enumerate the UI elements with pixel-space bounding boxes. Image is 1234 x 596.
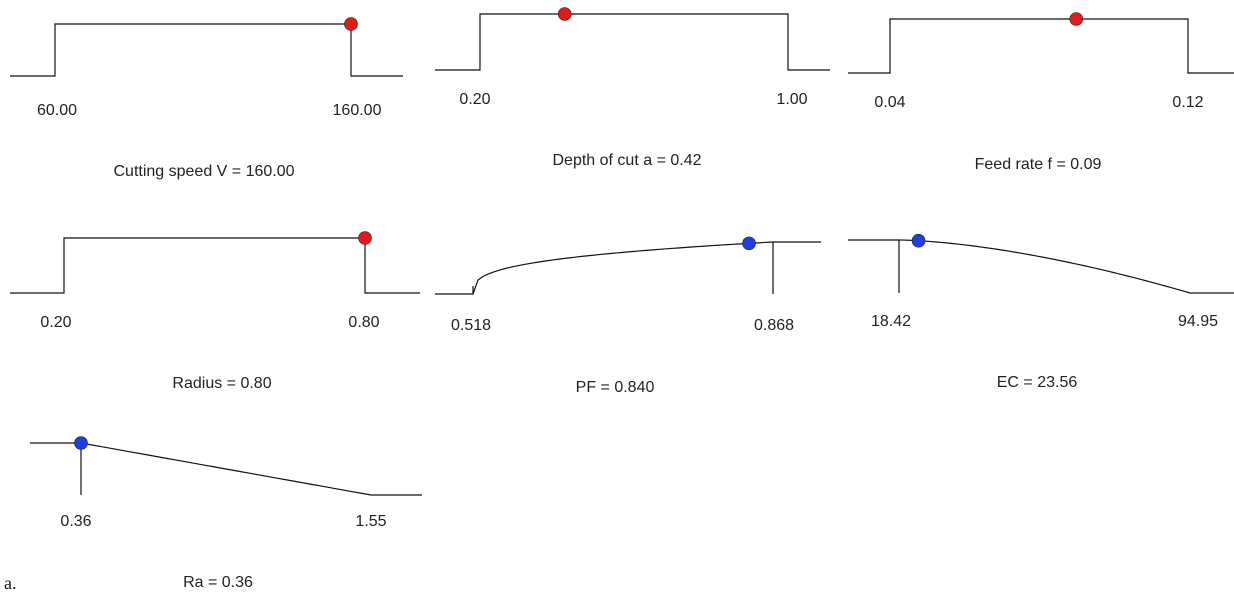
tick-label-low: 0.518: [450, 317, 492, 334]
tick-label-low: 18.42: [870, 313, 912, 330]
tick-label-low: 0.36: [60, 513, 92, 530]
panel-title: PF = 0.840: [575, 379, 655, 396]
ramp-ec: [848, 233, 1234, 294]
desirability-curve: [10, 23, 403, 77]
tick-label-low: 0.20: [459, 91, 491, 108]
optimum-marker: [557, 7, 572, 21]
desirability-curve: [30, 442, 422, 496]
figure-label: a.: [4, 573, 17, 593]
ramp-radius: [10, 231, 420, 294]
panel-depth-of-cut: 0.20 1.00 Depth of cut a = 0.42: [435, 4, 835, 184]
optimum-marker: [344, 17, 358, 31]
desirability-curve: [10, 237, 420, 294]
panel-cutting-speed: 60.00 160.00 Cutting speed V = 160.00: [10, 10, 410, 190]
tick-label-low: 0.20: [40, 314, 72, 331]
tick-label-low: 60.00: [36, 102, 78, 119]
optimum-marker: [74, 436, 88, 450]
optimum-marker: [742, 236, 756, 251]
panel-title: Cutting speed V = 160.00: [113, 163, 295, 180]
desirability-curve: [435, 13, 830, 71]
tick-label-high: 0.868: [753, 317, 795, 334]
panel-pf: 0.518 0.868 PF = 0.840: [435, 228, 835, 408]
ramp-pf: [435, 236, 821, 295]
tick-label-high: 1.00: [776, 91, 808, 108]
panel-title: EC = 23.56: [996, 374, 1078, 391]
panel-feed-rate: 0.04 0.12 Feed rate f = 0.09: [848, 8, 1234, 188]
optimum-marker: [358, 231, 372, 245]
tick-label-high: 0.80: [348, 314, 380, 331]
ramp-feed-rate: [848, 12, 1234, 74]
ramp-ra: [30, 436, 422, 496]
desirability-curve: [435, 241, 821, 295]
panel-title: Radius = 0.80: [172, 375, 272, 392]
panel-title: Feed rate f = 0.09: [974, 156, 1102, 173]
tick-label-high: 0.12: [1172, 94, 1204, 111]
ramp-depth-of-cut: [435, 7, 830, 71]
panel-title: Depth of cut a = 0.42: [552, 152, 702, 169]
tick-label-high: 160.00: [332, 102, 382, 119]
tick-label-high: 94.95: [1177, 313, 1219, 330]
panel-title: Ra = 0.36: [183, 574, 253, 591]
panel-ra: 0.36 1.55 Ra = 0.36: [30, 428, 425, 591]
panel-ec: 18.42 94.95 EC = 23.56: [848, 228, 1234, 408]
desirability-curve: [848, 18, 1234, 74]
desirability-curve: [848, 239, 1234, 294]
tick-label-high: 1.55: [355, 513, 387, 530]
optimum-marker: [911, 233, 926, 248]
optimum-marker: [1069, 12, 1084, 26]
panel-radius: 0.20 0.80 Radius = 0.80: [10, 228, 430, 408]
tick-label-low: 0.04: [874, 94, 906, 111]
ramp-cutting-speed: [10, 17, 403, 77]
